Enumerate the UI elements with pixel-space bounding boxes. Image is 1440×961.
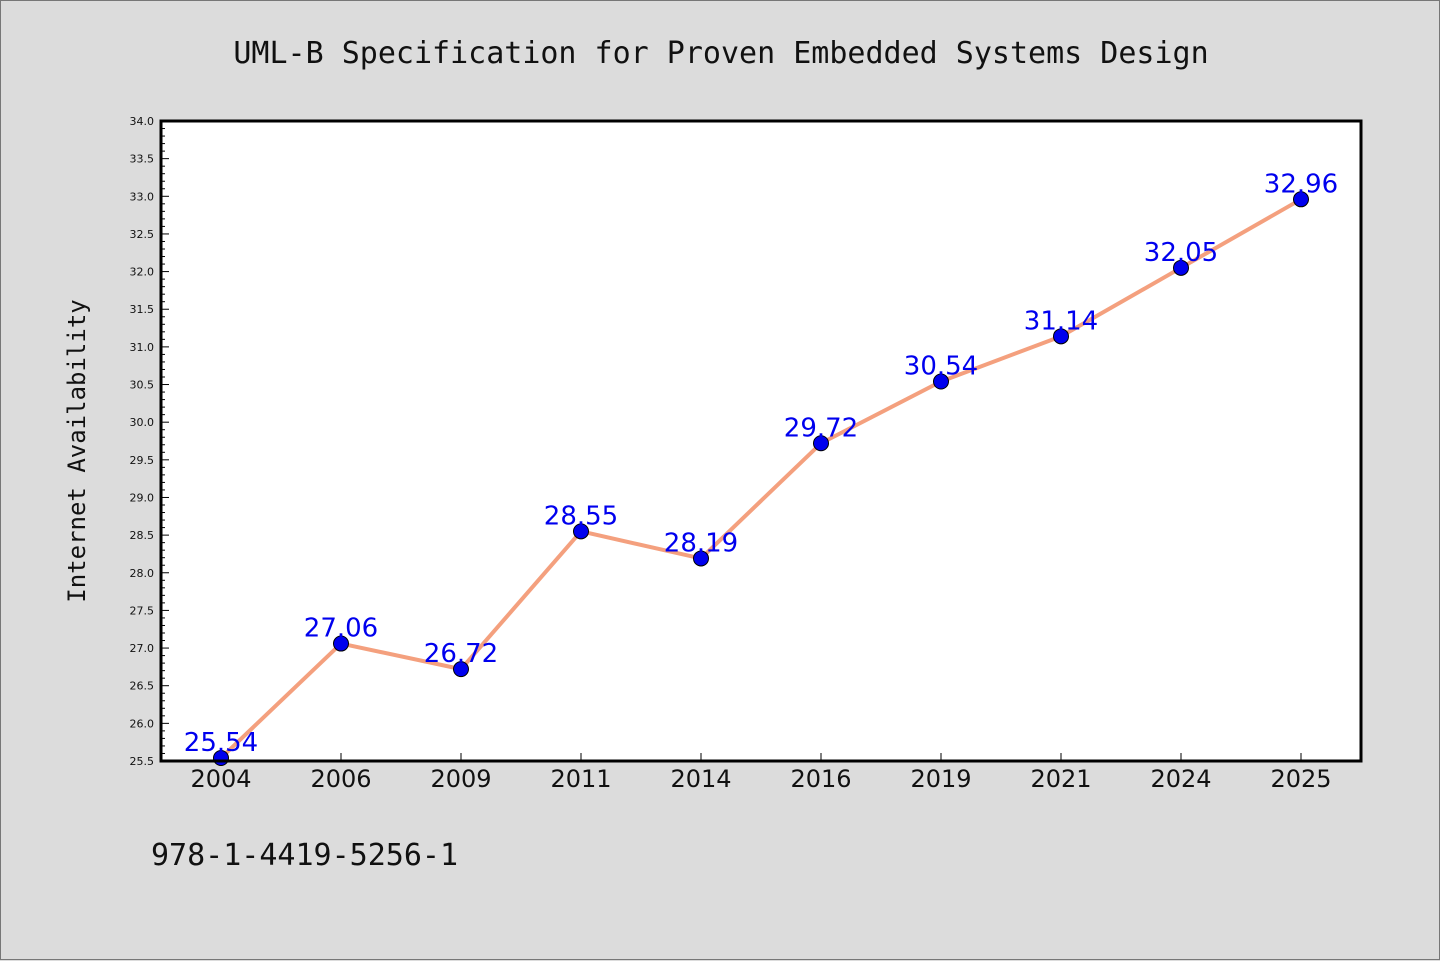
y-tick-label: 26.0 <box>130 717 155 730</box>
x-tick-label: 2025 <box>1270 765 1331 793</box>
x-tick-label: 2024 <box>1150 765 1211 793</box>
y-tick-label: 34.0 <box>130 115 155 128</box>
y-tick-label: 30.5 <box>130 379 155 392</box>
data-value-label: 25.54 <box>184 728 258 758</box>
y-tick-label: 31.0 <box>130 341 155 354</box>
plot-area <box>161 121 1361 761</box>
x-axis-ticks: 2004 2006 2009 2011 2014 2016 2019 2021 2024 2025 <box>190 753 1332 793</box>
data-point <box>813 435 829 452</box>
x-tick-label: 2016 <box>790 765 851 793</box>
data-point <box>1293 191 1309 208</box>
isbn-footnote: 978-1-4419-5256-1 <box>151 838 458 873</box>
y-tick-label: 29.5 <box>130 454 155 467</box>
x-tick-label: 2014 <box>670 765 731 793</box>
y-tick-label: 27.5 <box>130 604 155 617</box>
data-point <box>693 550 709 567</box>
y-tick-label: 30.0 <box>130 416 155 429</box>
y-tick-label: 28.0 <box>130 567 155 580</box>
data-value-label: 26.72 <box>424 639 498 669</box>
data-value-label: 32.96 <box>1264 169 1338 199</box>
data-value-label: 31.14 <box>1024 306 1098 336</box>
data-label-layer: 25.54 27.06 26.72 28.55 28.19 29.72 30.54 31.14… <box>184 169 1338 758</box>
data-point <box>933 373 949 390</box>
data-point <box>1173 259 1189 276</box>
y-tick-label: 28.5 <box>130 529 155 542</box>
data-value-label: 32.05 <box>1144 238 1218 268</box>
x-tick-label: 2021 <box>1030 765 1091 793</box>
data-point <box>573 523 589 540</box>
y-tick-label: 27.0 <box>130 642 155 655</box>
series-marker-layer <box>213 191 1309 766</box>
series-line <box>219 197 1303 760</box>
y-tick-label: 32.0 <box>130 266 155 279</box>
data-value-label: 27.06 <box>304 614 378 644</box>
chart-title: UML-B Specification for Proven Embedded … <box>233 36 1208 71</box>
x-tick-label: 2006 <box>310 765 371 793</box>
y-tick-label: 32.5 <box>130 228 155 241</box>
data-value-label: 30.54 <box>904 352 978 382</box>
x-tick-label: 2011 <box>550 765 611 793</box>
data-value-label: 29.72 <box>784 413 858 443</box>
data-point <box>333 635 349 652</box>
data-point <box>453 661 469 678</box>
plot-frame <box>159 119 1363 763</box>
data-value-label: 28.55 <box>544 501 618 531</box>
y-tick-label: 33.0 <box>130 190 155 203</box>
y-axis-label: Internet Availability <box>63 299 91 602</box>
data-point <box>1053 328 1069 345</box>
y-tick-label: 26.5 <box>130 680 155 693</box>
x-tick-label: 2019 <box>910 765 971 793</box>
y-tick-label: 31.5 <box>130 303 155 316</box>
series-line-layer <box>219 197 1303 760</box>
y-tick-label: 25.5 <box>130 755 155 768</box>
y-tick-label: 33.5 <box>130 153 155 166</box>
data-value-label: 28.19 <box>664 528 738 558</box>
x-tick-label: 2004 <box>190 765 251 793</box>
x-tick-label: 2009 <box>430 765 491 793</box>
y-tick-label: 29.0 <box>130 491 155 504</box>
